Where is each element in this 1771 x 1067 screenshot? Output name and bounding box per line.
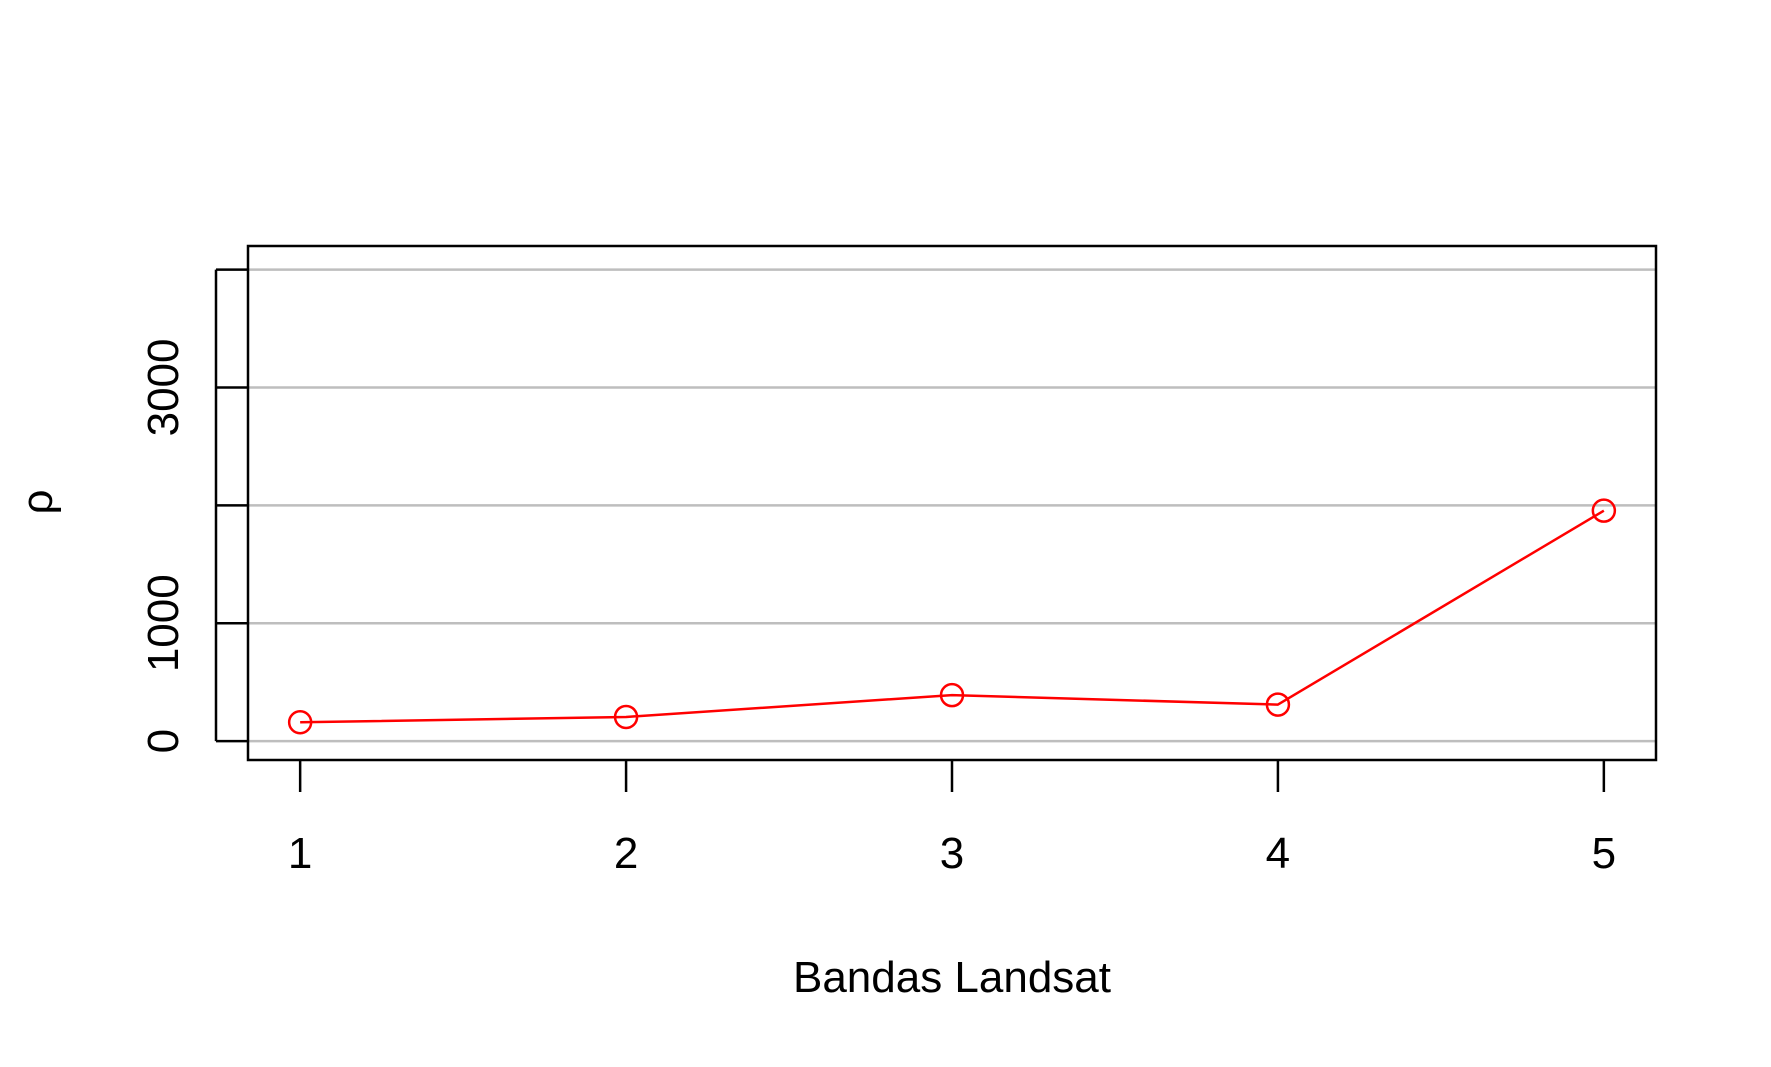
- x-axis-title: Bandas Landsat: [793, 953, 1111, 1002]
- x-tick-label: 1: [288, 829, 312, 878]
- y-tick-label: 3000: [139, 339, 188, 437]
- x-tick-label: 5: [1592, 829, 1616, 878]
- axes: 0 1000 3000 1 2 3 4 5: [139, 268, 1616, 878]
- y-tick-label: 0: [139, 729, 188, 753]
- series-line: [300, 509, 1605, 724]
- data-point: [1591, 498, 1617, 523]
- y-tick-label: 1000: [139, 574, 188, 672]
- data-point: [939, 682, 965, 708]
- x-tick-label: 4: [1266, 829, 1290, 878]
- x-tick-label: 3: [940, 829, 964, 878]
- y-axis-title: ρ: [13, 489, 62, 514]
- plot-frame: [246, 244, 1658, 762]
- data-point: [287, 710, 313, 735]
- data-point: [1265, 692, 1291, 717]
- series-layer: [287, 498, 1617, 735]
- grid-lines: [248, 268, 1656, 743]
- x-tick-label: 2: [614, 829, 638, 878]
- data-point: [613, 704, 639, 730]
